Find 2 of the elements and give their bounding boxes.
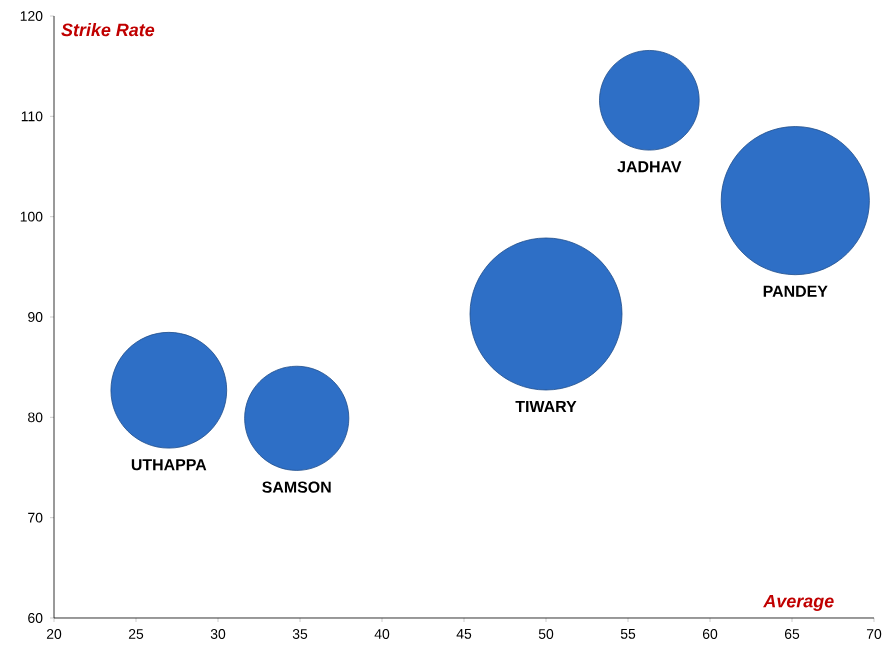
x-axis-title: Average [763, 594, 834, 611]
y-axis-title: Strike Rate [61, 23, 155, 37]
